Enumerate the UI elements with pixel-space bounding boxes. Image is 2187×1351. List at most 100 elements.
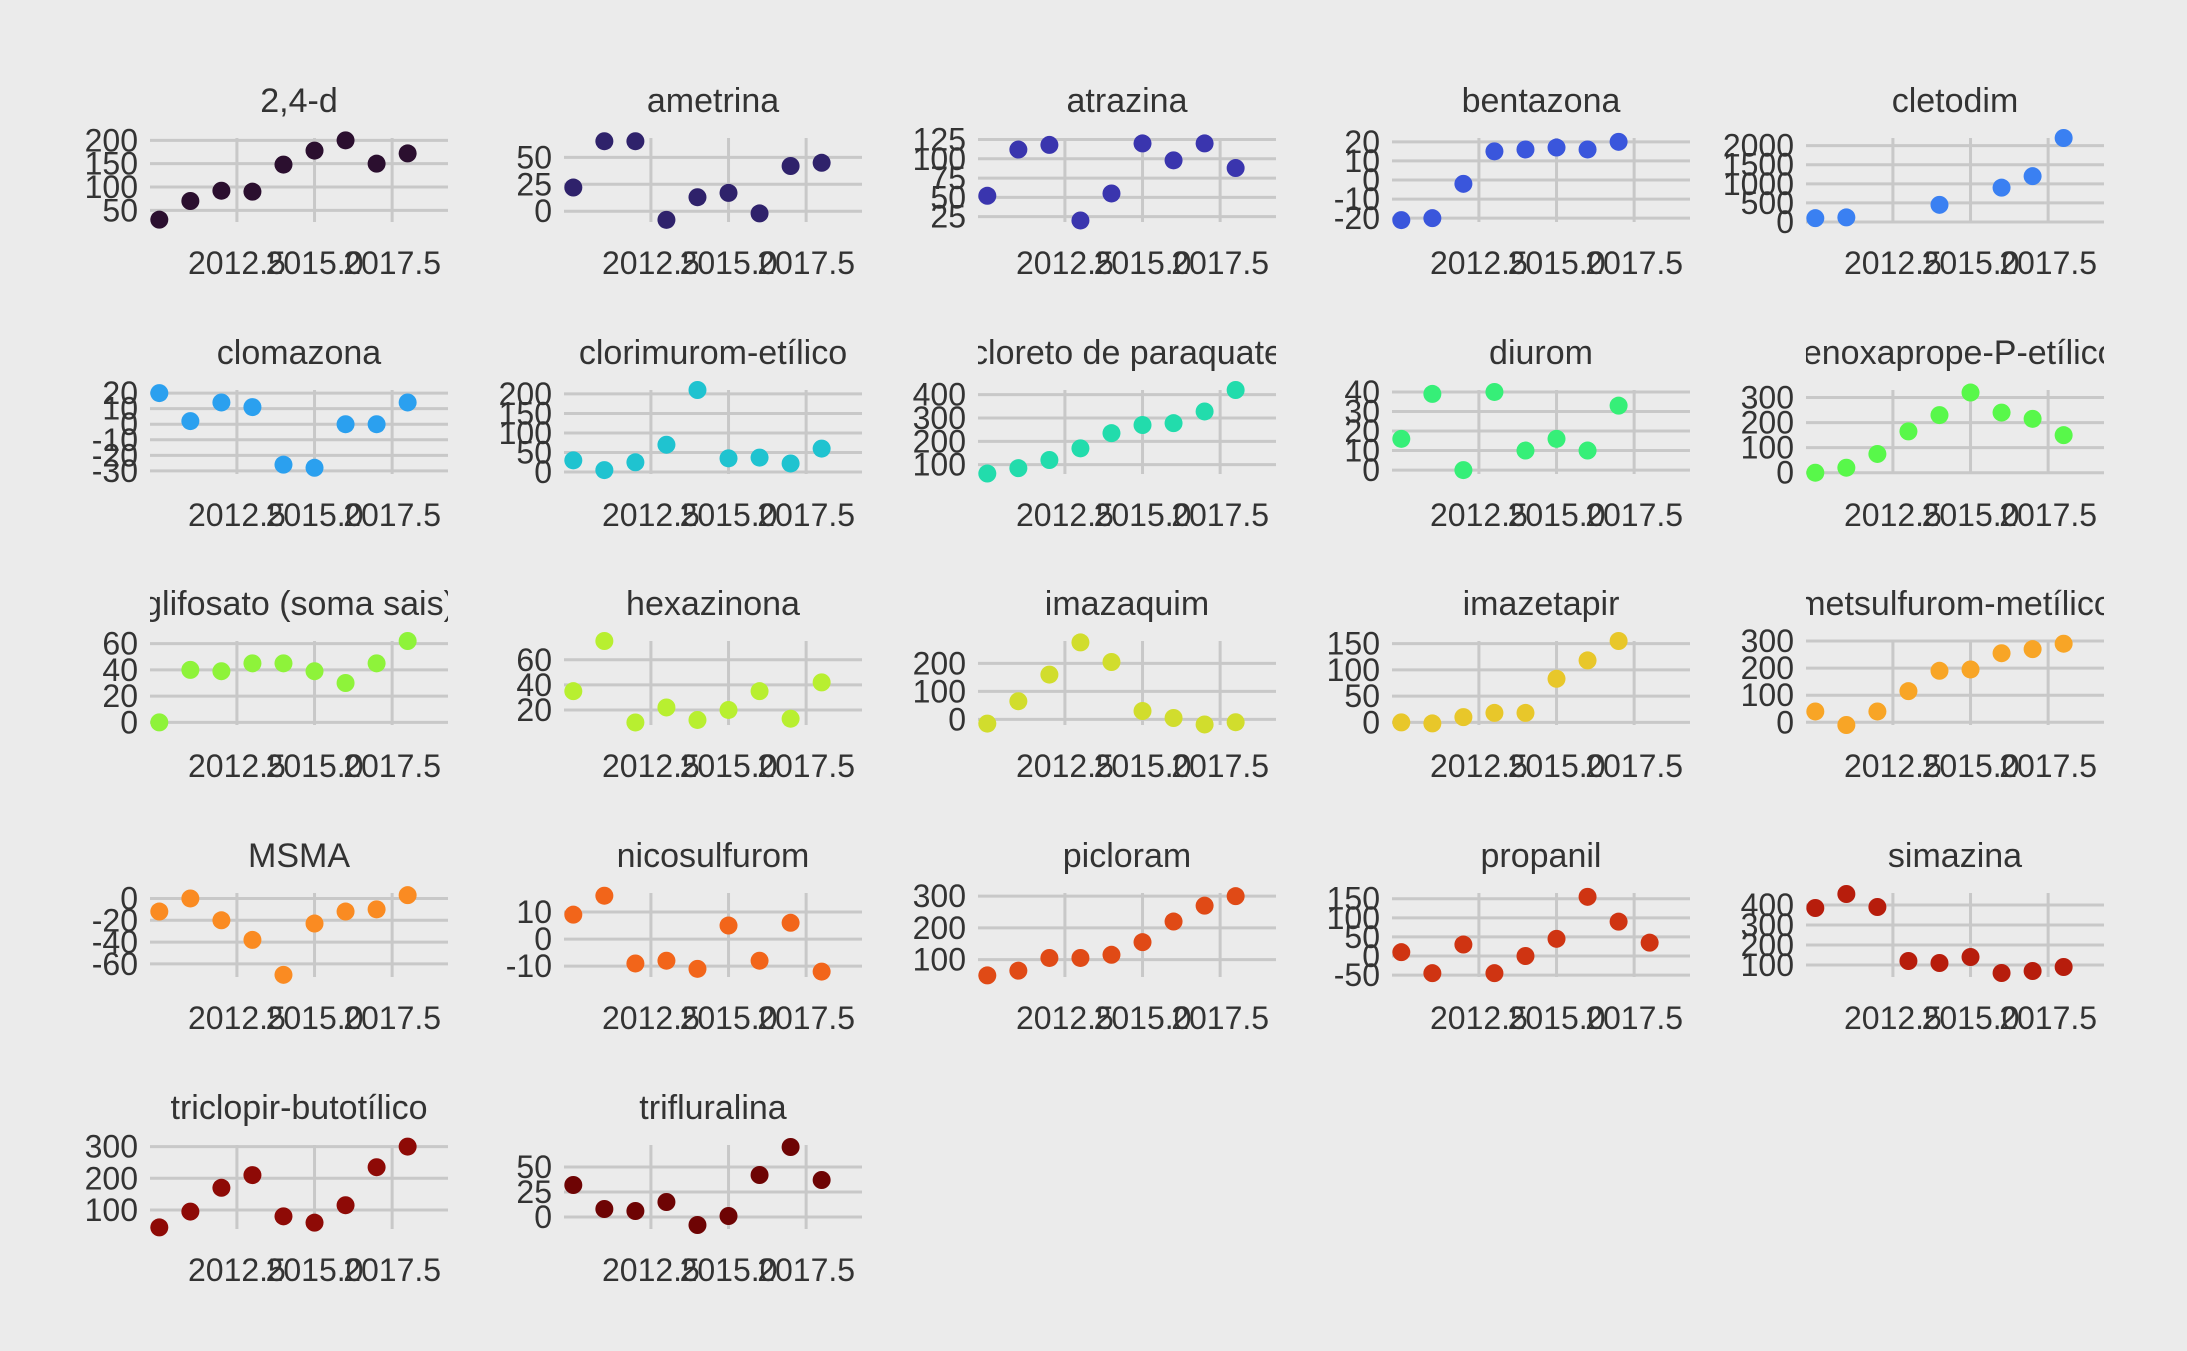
data-point — [812, 1171, 831, 1189]
data-point — [1578, 651, 1597, 670]
y-tick-label: 0 — [1362, 704, 1380, 740]
data-point — [1992, 644, 2011, 663]
y-tick-label: 200 — [499, 376, 552, 412]
data-point — [2023, 409, 2042, 428]
y-tick-label: 20 — [1344, 413, 1380, 449]
y-tick-label: -20 — [92, 437, 138, 473]
data-point — [150, 384, 169, 403]
x-tick-label: 2012.5 — [1430, 497, 1528, 533]
data-point — [978, 186, 997, 205]
y-tick-label: -10 — [1334, 181, 1380, 217]
data-point — [812, 439, 831, 458]
data-point — [1578, 441, 1597, 460]
data-point — [719, 449, 738, 468]
y-tick-label: 10 — [1344, 143, 1380, 179]
x-tick-label: 2017.5 — [1585, 497, 1683, 533]
y-tick-label: 40 — [102, 652, 138, 688]
data-point — [1009, 692, 1028, 711]
x-tick-label: 2017.5 — [343, 497, 441, 533]
panel-title: picloram — [1063, 837, 1191, 875]
panel-title: propanil — [1481, 837, 1602, 875]
data-point — [688, 710, 707, 729]
x-tick-label: 2015.0 — [1508, 748, 1606, 784]
data-point — [1806, 463, 1825, 482]
gridlines — [150, 390, 448, 474]
panel-title: imazaquim — [1045, 585, 1209, 623]
data-point — [719, 700, 738, 719]
data-point — [2054, 958, 2073, 976]
data-point — [1992, 964, 2011, 982]
data-point — [564, 451, 583, 470]
x-tick-label: 2017.5 — [757, 497, 855, 533]
y-tick-label: 100 — [499, 415, 552, 451]
y-tick-label: 200 — [913, 910, 966, 946]
data-point — [719, 1207, 738, 1225]
y-tick-label: 0 — [1362, 938, 1380, 974]
data-point — [1930, 661, 1949, 680]
x-tick-label: 2012.5 — [1844, 497, 1942, 533]
data-point — [1899, 682, 1918, 701]
data-point — [1102, 424, 1121, 443]
data-point — [595, 461, 614, 480]
y-tick-label: 200 — [85, 1160, 138, 1196]
data-point — [812, 962, 831, 981]
data-point — [1609, 632, 1628, 650]
x-tick-label: 2015.0 — [1922, 1000, 2020, 1036]
x-tick-label: 2017.5 — [1999, 245, 2097, 281]
data-point — [1423, 209, 1442, 228]
x-tick-label: 2015.0 — [266, 1252, 364, 1288]
x-tick-label: 2017.5 — [1171, 245, 1269, 281]
x-tick-label: 2015.0 — [1922, 748, 2020, 784]
data-point — [1547, 669, 1566, 688]
data-point — [1040, 665, 1059, 684]
data-point — [2023, 640, 2042, 659]
x-tick-label: 2012.5 — [1016, 245, 1114, 281]
data-point — [1133, 702, 1152, 720]
gridlines — [564, 390, 862, 474]
x-tick-label: 2017.5 — [343, 245, 441, 281]
y-tick-label: 75 — [930, 160, 966, 196]
y-tick-label: -30 — [92, 453, 138, 489]
data-point — [1961, 383, 1980, 402]
data-point — [1516, 140, 1535, 159]
panel-title: clomazona — [217, 334, 382, 372]
data-point — [212, 911, 231, 930]
data-point — [564, 1176, 583, 1194]
data-point — [1868, 444, 1887, 463]
y-tick-label: 100 — [913, 942, 966, 978]
x-tick-label: 2012.5 — [1016, 748, 1114, 784]
y-tick-label: 1000 — [1723, 166, 1794, 202]
data-point — [1102, 184, 1121, 203]
y-tick-label: 20 — [516, 692, 552, 728]
data-point — [564, 178, 583, 197]
data-point — [243, 654, 262, 673]
y-tick-label: 0 — [120, 880, 138, 916]
gridlines — [150, 1145, 448, 1229]
y-tick-label: 150 — [85, 146, 138, 182]
y-tick-label: 20 — [1344, 124, 1380, 160]
y-tick-label: 0 — [120, 704, 138, 740]
data-point — [243, 398, 262, 417]
data-point — [688, 188, 707, 207]
data-point — [181, 889, 200, 908]
data-point — [1640, 933, 1659, 952]
data-point — [1392, 713, 1411, 732]
y-tick-label: 0 — [534, 1199, 552, 1235]
data-point — [243, 1166, 262, 1185]
panel-title: MSMA — [248, 837, 350, 875]
gridlines — [1392, 390, 1690, 474]
x-tick-label: 2015.0 — [680, 245, 778, 281]
data-point — [1423, 714, 1442, 733]
data-point — [1516, 703, 1535, 722]
data-point — [688, 381, 707, 399]
data-point — [750, 1166, 769, 1184]
data-point — [274, 654, 293, 673]
data-point — [978, 464, 997, 483]
